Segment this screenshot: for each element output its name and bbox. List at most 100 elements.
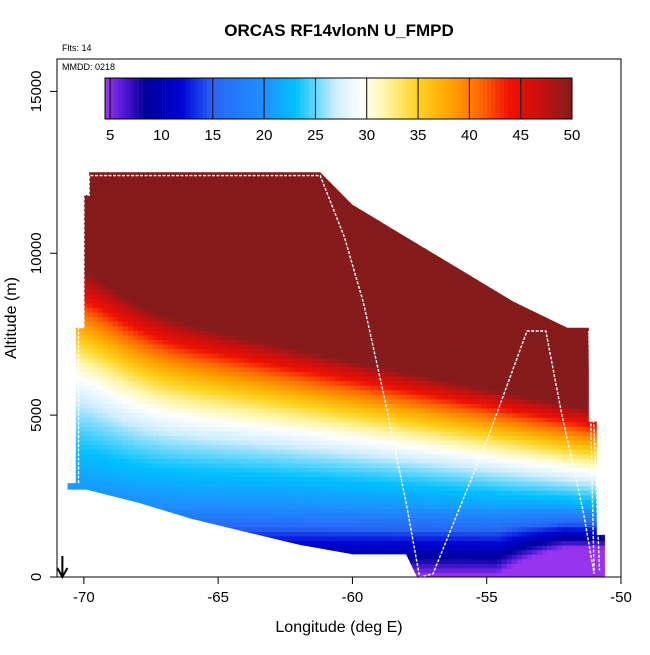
heatmap-cell <box>244 206 250 213</box>
heatmap-cell <box>314 312 321 318</box>
heatmap-cell <box>239 206 245 213</box>
heatmap-cell <box>228 439 235 446</box>
heatmap-cell <box>334 357 341 363</box>
heatmap-cell <box>299 188 306 194</box>
heatmap-cell <box>183 334 190 341</box>
heatmap-cell <box>203 270 210 277</box>
heatmap-cell <box>254 435 260 441</box>
heatmap-cell <box>138 220 144 226</box>
heatmap-cell <box>178 293 185 299</box>
heatmap-cell <box>269 385 275 391</box>
heatmap-cell <box>274 462 281 468</box>
heatmap-cell <box>203 312 210 318</box>
heatmap-cell <box>208 380 215 386</box>
heatmap-cell <box>299 503 306 510</box>
heatmap-cell <box>128 220 134 226</box>
heatmap-cell <box>279 398 286 404</box>
heatmap-cell <box>213 353 220 359</box>
heatmap-cell <box>82 193 89 199</box>
heatmap-cell <box>324 184 331 190</box>
heatmap-cell <box>249 398 255 404</box>
heatmap-cell <box>218 298 225 304</box>
heatmap-cell <box>340 462 346 468</box>
heatmap-cell <box>122 353 129 359</box>
heatmap-cell <box>117 172 124 176</box>
heatmap-cell <box>168 412 175 418</box>
heatmap-cell <box>188 252 195 258</box>
heatmap-cell <box>228 284 235 290</box>
heatmap-cell <box>178 407 185 414</box>
heatmap-cell <box>223 307 230 313</box>
heatmap-cell <box>329 476 336 482</box>
heatmap-cell <box>324 389 331 395</box>
heatmap-cell <box>244 435 250 441</box>
heatmap-cell <box>203 179 210 185</box>
heatmap-cell <box>203 426 210 432</box>
heatmap-cell <box>334 257 341 263</box>
heatmap-cell <box>112 321 119 327</box>
heatmap-cell <box>153 344 159 350</box>
heatmap-cell <box>87 216 94 222</box>
heatmap-cell <box>299 522 306 528</box>
heatmap-cell <box>324 206 331 213</box>
heatmap-cell <box>228 389 235 395</box>
heatmap-cell <box>138 206 144 213</box>
heatmap-cell <box>163 362 169 368</box>
heatmap-cell <box>244 225 250 231</box>
heatmap-cell <box>143 366 149 373</box>
heatmap-cell <box>153 380 159 386</box>
heatmap-cell <box>319 385 326 391</box>
heatmap-cell <box>304 535 311 542</box>
heatmap-cell <box>143 270 149 277</box>
heatmap-cell <box>173 266 180 272</box>
heatmap-cell <box>82 234 89 240</box>
heatmap-cell <box>97 225 104 231</box>
heatmap-cell <box>168 394 175 400</box>
heatmap-cell <box>128 430 134 436</box>
heatmap-cell <box>340 481 346 487</box>
heatmap-cell <box>213 307 220 313</box>
heatmap-cell <box>107 380 114 386</box>
heatmap-cell <box>294 467 301 473</box>
heatmap-cell <box>107 348 114 354</box>
heatmap-cell <box>72 485 79 491</box>
heatmap-cell <box>319 398 326 404</box>
heatmap-cell <box>309 394 316 400</box>
heatmap-cell <box>158 174 164 181</box>
heatmap-cell <box>158 289 164 295</box>
heatmap-cell <box>304 184 311 190</box>
heatmap-cell <box>274 225 281 231</box>
heatmap-cell <box>304 398 311 404</box>
heatmap-cell <box>223 325 230 331</box>
heatmap-cell <box>158 275 164 281</box>
heatmap-cell <box>158 453 164 459</box>
heatmap-cell <box>188 266 195 272</box>
heatmap-cell <box>188 312 195 318</box>
heatmap-cell <box>319 407 326 414</box>
heatmap-cell <box>168 266 175 272</box>
heatmap-cell <box>319 293 326 299</box>
heatmap-cell <box>82 430 89 436</box>
heatmap-cell <box>249 325 255 331</box>
heatmap-cell <box>112 344 119 350</box>
heatmap-cell <box>239 494 245 500</box>
heatmap-cell <box>228 270 235 277</box>
heatmap-cell <box>309 426 316 432</box>
heatmap-cell <box>183 366 190 373</box>
heatmap-cell <box>223 275 230 281</box>
heatmap-cell <box>173 298 180 304</box>
heatmap-cell <box>244 289 250 295</box>
heatmap-cell <box>168 348 175 354</box>
heatmap-cell <box>294 490 301 496</box>
heatmap-cell <box>133 284 139 290</box>
heatmap-cell <box>259 353 265 359</box>
heatmap-cell <box>264 184 270 190</box>
heatmap-cell <box>239 394 245 400</box>
heatmap-cell <box>249 174 255 181</box>
heatmap-cell <box>143 339 149 345</box>
heatmap-cell <box>143 275 149 281</box>
heatmap-cell <box>294 316 301 322</box>
heatmap-cell <box>284 248 291 254</box>
heatmap-cell <box>249 403 255 409</box>
heatmap-cell <box>153 179 159 185</box>
